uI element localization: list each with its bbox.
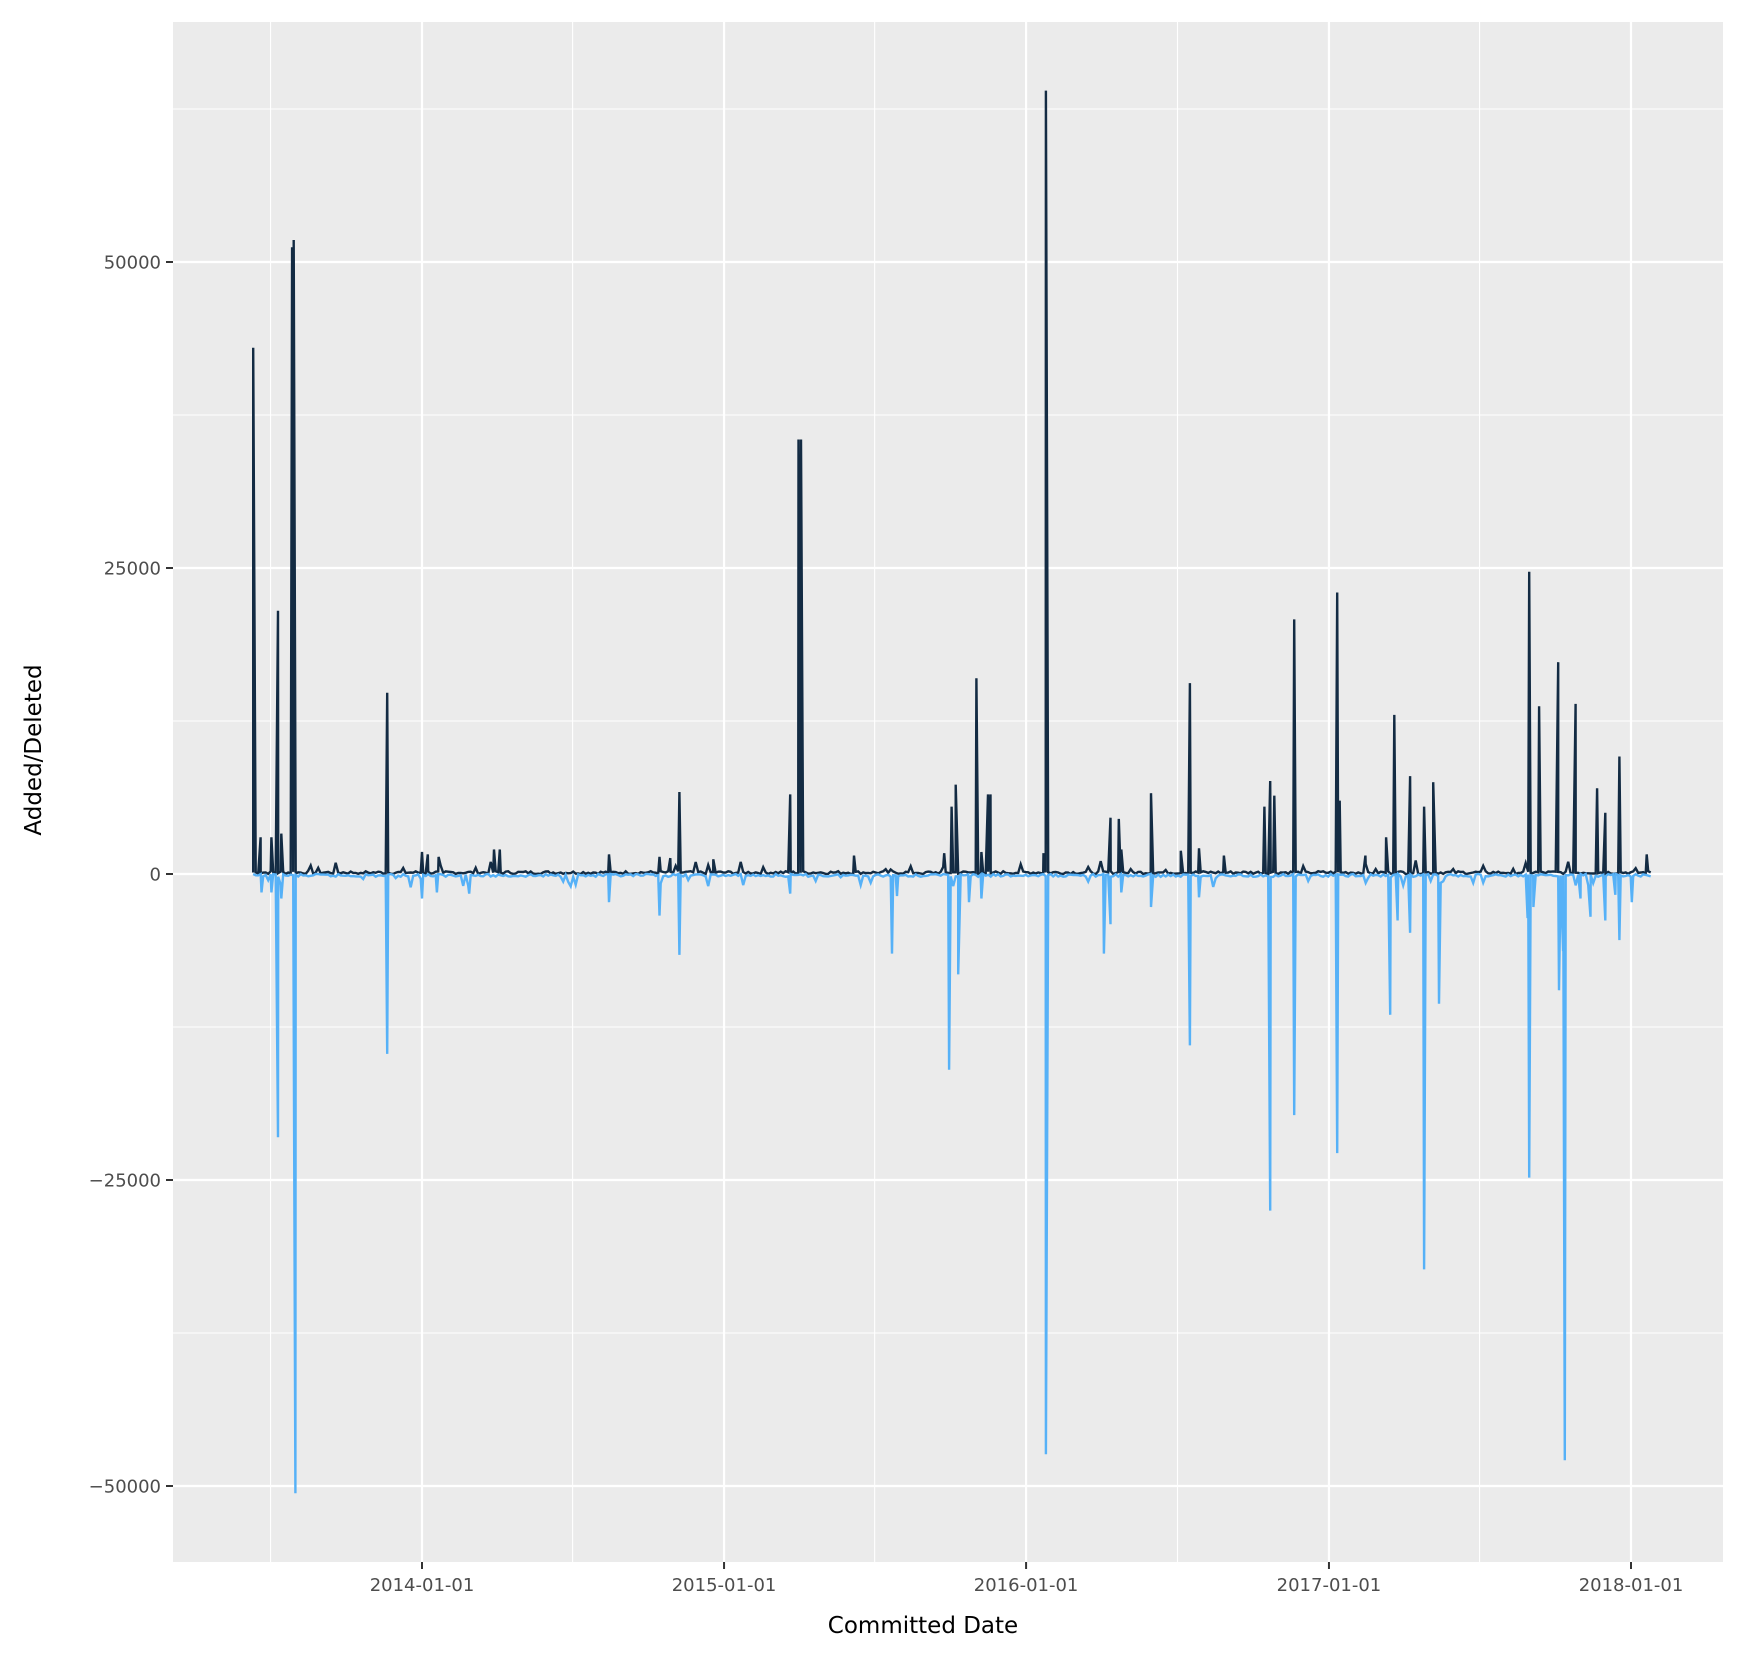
minor-gridlines xyxy=(173,22,1723,1562)
x-tick-label: 2017-01-01 xyxy=(1277,1575,1382,1596)
x-tick-label: 2014-01-01 xyxy=(370,1575,475,1596)
x-tick-label: 2016-01-01 xyxy=(974,1575,1079,1596)
series-line-deleted xyxy=(252,871,1652,1494)
x-tick-label: 2015-01-01 xyxy=(672,1575,777,1596)
y-tick-label: −25000 xyxy=(89,1171,161,1192)
y-axis-title: Added/Deleted xyxy=(21,664,47,835)
y-tick-label: 50000 xyxy=(104,253,161,274)
y-tick-label: −50000 xyxy=(89,1477,161,1498)
y-axis: −50000 −25000 0 25000 50000 xyxy=(89,253,173,1498)
data-series xyxy=(252,90,1652,1494)
x-axis-title: Committed Date xyxy=(828,1613,1018,1639)
plot-panel xyxy=(173,22,1723,1562)
y-tick-label: 0 xyxy=(150,865,161,886)
x-axis: 2014-01-01 2015-01-01 2016-01-01 2017-01-01… xyxy=(370,1562,1684,1596)
x-tick-label: 2018-01-01 xyxy=(1579,1575,1684,1596)
y-tick-label: 25000 xyxy=(104,559,161,580)
